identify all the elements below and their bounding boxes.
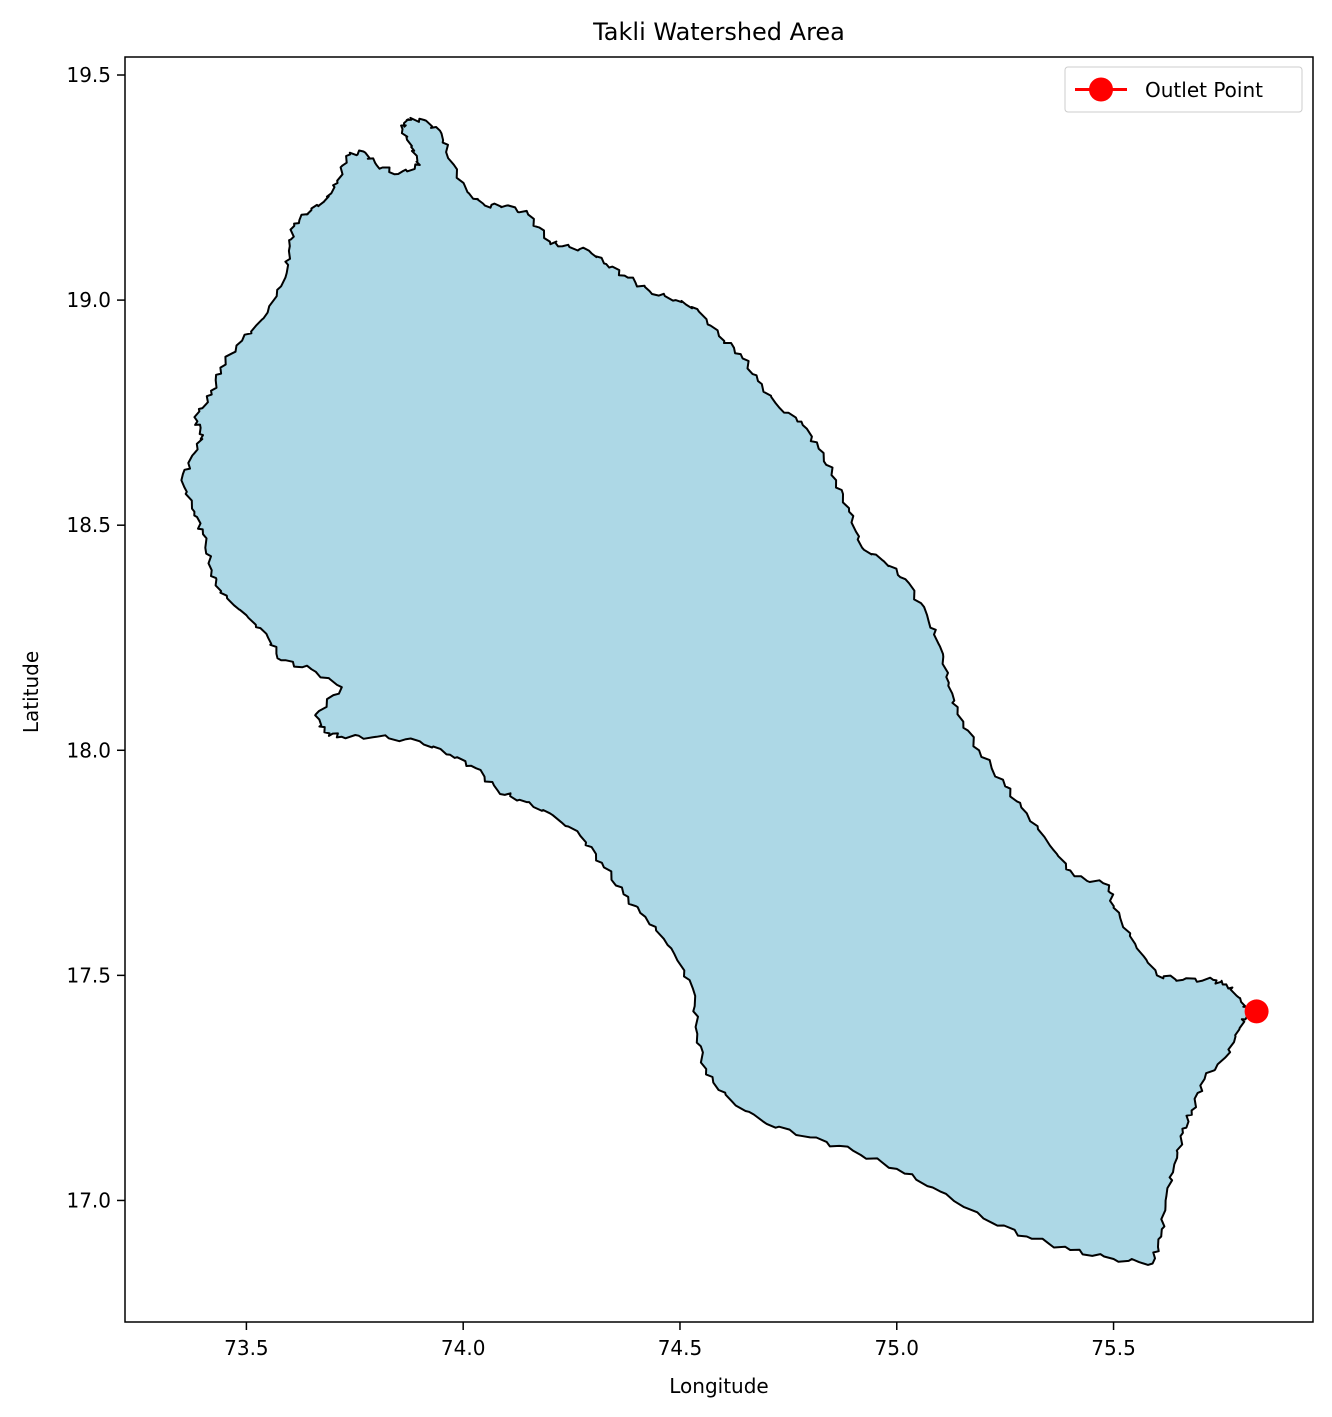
legend-box: [1064, 66, 1303, 113]
y-tick-label: 18.5: [66, 513, 111, 537]
y-tick-label: 19.0: [66, 288, 111, 312]
legend: Outlet Point: [1064, 66, 1303, 113]
y-axis-title: Latitude: [19, 651, 43, 733]
x-axis-ticks: 73.5 74.0 74.5 75.0 75.5: [224, 1322, 1136, 1360]
watershed-polygon: [180, 116, 1249, 1266]
x-tick-label: 74.0: [441, 1336, 486, 1360]
legend-label-outlet-point: Outlet Point: [1145, 78, 1263, 102]
plot-frame: [124, 56, 1314, 1323]
y-tick-label: 17.0: [66, 1188, 111, 1212]
chart-title: Takli Watershed Area: [592, 18, 845, 46]
legend-marker-swatch: [1089, 77, 1113, 102]
outlet-point-marker: [1244, 999, 1269, 1024]
x-tick-label: 75.5: [1091, 1336, 1136, 1360]
y-tick-label: 17.5: [66, 963, 111, 987]
x-tick-label: 74.5: [658, 1336, 703, 1360]
x-axis-title: Longitude: [669, 1374, 768, 1398]
y-tick-label: 19.5: [66, 63, 111, 87]
x-tick-label: 75.0: [875, 1336, 920, 1360]
y-tick-label: 18.0: [66, 738, 111, 762]
x-tick-label: 73.5: [224, 1336, 269, 1360]
y-axis-ticks: 17.0 17.5 18.0 18.5 19.0 19.5: [66, 63, 125, 1212]
